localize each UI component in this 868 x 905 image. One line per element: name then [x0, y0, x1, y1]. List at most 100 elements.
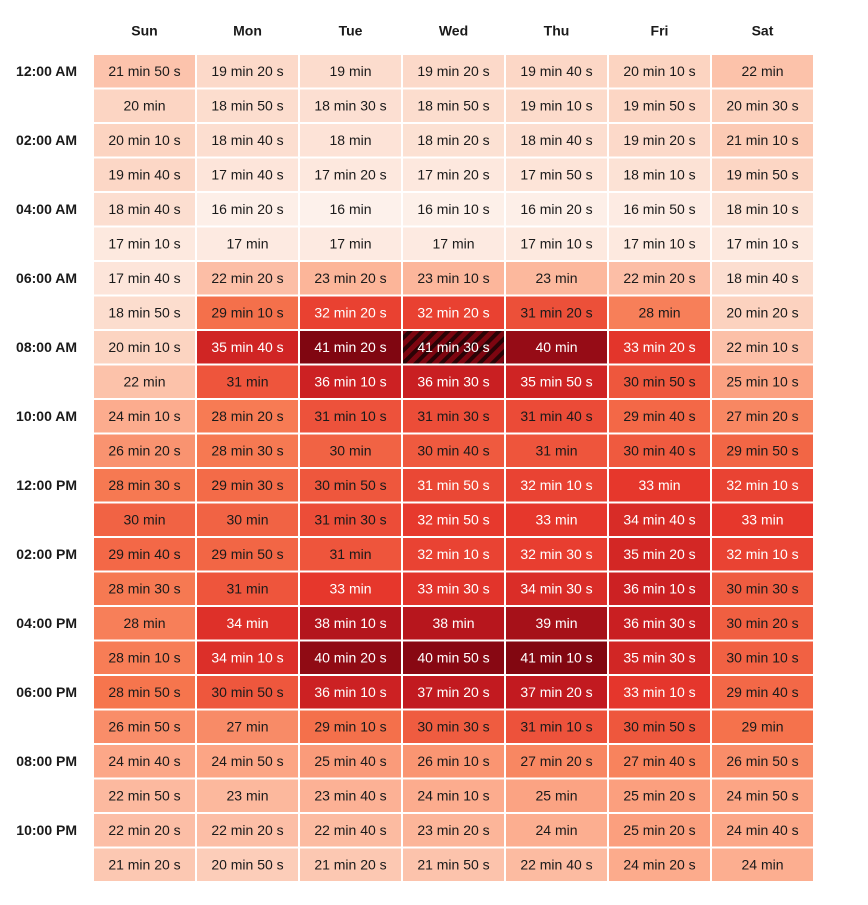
cell-value-label: 29 min 10 s	[314, 718, 386, 734]
cell-value-label: 35 min 40 s	[211, 339, 283, 355]
cell-value-label: 32 min 20 s	[314, 304, 386, 320]
cell-value-label: 29 min 40 s	[726, 684, 798, 700]
cell-value-label: 16 min 10 s	[417, 201, 489, 217]
cell-value-label: 24 min	[741, 856, 783, 872]
cell-value-label: 33 min 20 s	[623, 339, 695, 355]
cell-value-label: 29 min 50 s	[726, 442, 798, 458]
heatmap-cell	[94, 89, 195, 122]
heatmap-cell	[609, 503, 710, 536]
heatmap-cell	[94, 779, 195, 812]
heatmap-cell	[94, 641, 195, 674]
heatmap-cell	[506, 400, 607, 433]
heatmap-cell	[609, 607, 710, 640]
heatmap-cell	[609, 296, 710, 329]
cell-value-label: 18 min 40 s	[211, 132, 283, 148]
heatmap-cell	[712, 55, 813, 88]
heatmap-cell	[712, 296, 813, 329]
cell-value-label: 18 min 10 s	[623, 166, 695, 182]
day-header-tue: Tue	[339, 23, 363, 39]
cell-value-label: 25 min 20 s	[623, 787, 695, 803]
heatmap-cell	[712, 814, 813, 847]
heatmap-cell	[609, 848, 710, 881]
day-header-fri: Fri	[651, 23, 669, 39]
heatmap-cell	[197, 503, 298, 536]
cell-value-label: 19 min 50 s	[623, 97, 695, 113]
cell-value-label: 25 min 10 s	[726, 373, 798, 389]
heatmap-cell	[506, 434, 607, 467]
cell-value-label: 36 min 30 s	[623, 615, 695, 631]
heatmap-cell	[300, 745, 401, 778]
hour-label: 06:00 AM	[16, 270, 77, 286]
cell-value-label: 31 min	[226, 373, 268, 389]
cell-value-label: 36 min 10 s	[314, 684, 386, 700]
heatmap-cell	[609, 641, 710, 674]
heatmap-cell	[300, 641, 401, 674]
heatmap-cell	[94, 193, 195, 226]
heatmap-cell	[403, 676, 504, 709]
cell-value-label: 30 min 40 s	[417, 442, 489, 458]
heatmap-cell	[403, 434, 504, 467]
heatmap-cell	[609, 814, 710, 847]
heatmap-cell	[197, 710, 298, 743]
cell-value-label: 32 min 50 s	[417, 511, 489, 527]
heatmap-cell	[403, 607, 504, 640]
cell-value-label: 19 min 20 s	[211, 63, 283, 79]
cell-value-label: 22 min 20 s	[108, 822, 180, 838]
heatmap-cell	[712, 193, 813, 226]
cell-value-label: 21 min 20 s	[314, 856, 386, 872]
heatmap-cell	[197, 676, 298, 709]
heatmap-cell	[506, 262, 607, 295]
heatmap-cell	[403, 296, 504, 329]
heatmap-cell	[197, 124, 298, 157]
cell-value-label: 30 min	[123, 511, 165, 527]
heatmap-cell	[403, 745, 504, 778]
cell-value-label: 19 min 10 s	[520, 97, 592, 113]
heatmap-cell	[712, 745, 813, 778]
heatmap-cell	[609, 55, 710, 88]
cell-value-label: 31 min 10 s	[520, 718, 592, 734]
heatmap-cell	[712, 262, 813, 295]
heatmap-cell	[300, 503, 401, 536]
cell-value-label: 23 min	[226, 787, 268, 803]
cell-value-label: 18 min 20 s	[417, 132, 489, 148]
cell-value-label: 32 min 10 s	[520, 477, 592, 493]
heatmap-cell	[609, 710, 710, 743]
heatmap-cell	[197, 779, 298, 812]
heatmap-cell	[609, 124, 710, 157]
heatmap-cell	[712, 676, 813, 709]
heatmap-cell	[712, 331, 813, 364]
cell-value-label: 22 min 20 s	[623, 270, 695, 286]
heatmap-cell	[506, 158, 607, 191]
heatmap-cell	[197, 89, 298, 122]
heatmap-cell	[94, 227, 195, 260]
cell-value-label: 31 min 50 s	[417, 477, 489, 493]
heatmap-cell	[300, 676, 401, 709]
cell-value-label: 29 min 40 s	[108, 546, 180, 562]
heatmap-cell	[506, 89, 607, 122]
cell-value-label: 38 min	[432, 615, 474, 631]
cell-value-label: 24 min 40 s	[726, 822, 798, 838]
hour-label: 02:00 AM	[16, 132, 77, 148]
cell-value-label: 27 min 40 s	[623, 753, 695, 769]
cell-value-label: 16 min 20 s	[520, 201, 592, 217]
cell-value-label: 34 min	[226, 615, 268, 631]
cell-value-label: 28 min 30 s	[211, 442, 283, 458]
cell-value-label: 20 min 50 s	[211, 856, 283, 872]
cell-value-label: 17 min 50 s	[520, 166, 592, 182]
cell-value-label: 21 min 20 s	[108, 856, 180, 872]
cell-value-label: 16 min 50 s	[623, 201, 695, 217]
heatmap-cell	[300, 572, 401, 605]
cell-value-label: 18 min 40 s	[520, 132, 592, 148]
cell-value-label: 17 min	[432, 235, 474, 251]
heatmap-cell	[197, 641, 298, 674]
cell-value-label: 32 min 10 s	[417, 546, 489, 562]
heatmap-cell	[609, 227, 710, 260]
cell-value-label: 32 min 10 s	[726, 546, 798, 562]
heatmap-cell	[300, 89, 401, 122]
cell-value-label: 37 min 20 s	[520, 684, 592, 700]
cell-value-label: 28 min 50 s	[108, 684, 180, 700]
heatmap-cell	[403, 469, 504, 502]
cell-value-label: 16 min 20 s	[211, 201, 283, 217]
heatmap-cell	[300, 848, 401, 881]
cell-value-label: 41 min 10 s	[520, 649, 592, 665]
